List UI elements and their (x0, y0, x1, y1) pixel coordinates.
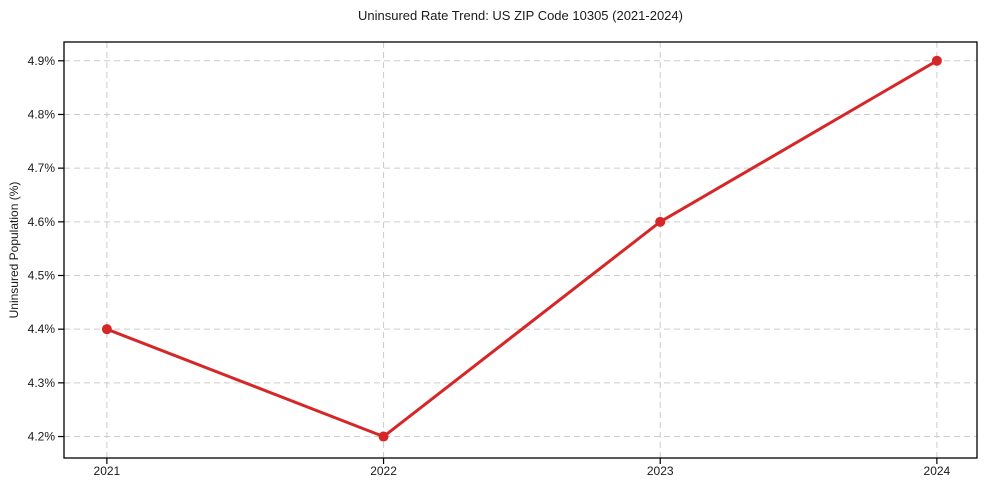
x-tick-label: 2021 (94, 464, 121, 478)
trend-line (105, 59, 939, 439)
y-tick-label: 4.5% (28, 268, 56, 282)
data-point (378, 431, 389, 442)
y-tick-label: 4.7% (28, 161, 56, 175)
y-tick-label: 4.8% (28, 107, 56, 121)
y-tick-label: 4.4% (28, 322, 56, 336)
y-tick-label: 4.9% (28, 54, 56, 68)
data-point (931, 55, 942, 66)
x-tick-label: 2024 (924, 464, 951, 478)
y-tick-label: 4.6% (28, 215, 56, 229)
data-point (101, 324, 112, 335)
x-tick-label: 2023 (647, 464, 674, 478)
y-tick-label: 4.2% (28, 430, 56, 444)
data-point (655, 216, 666, 227)
y-tick-label: 4.3% (28, 376, 56, 390)
x-tick-label: 2022 (370, 464, 397, 478)
axes-border (63, 41, 978, 459)
chart-title: Uninsured Rate Trend: US ZIP Code 10305 … (358, 8, 683, 23)
